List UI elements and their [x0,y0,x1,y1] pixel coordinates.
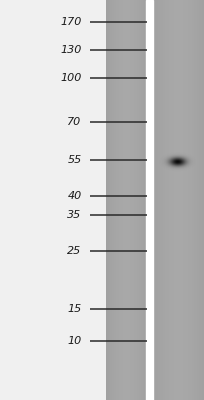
Text: 35: 35 [67,210,82,220]
Bar [146,0,153,400]
Bar [0,0,106,400]
Text: 40: 40 [67,191,82,201]
Text: 170: 170 [60,17,82,27]
Text: 130: 130 [60,45,82,55]
Text: 70: 70 [67,117,82,127]
Text: 55: 55 [67,155,82,165]
Text: 15: 15 [67,304,82,314]
Text: 25: 25 [67,246,82,256]
Text: 10: 10 [67,336,82,346]
Text: 100: 100 [60,73,82,83]
